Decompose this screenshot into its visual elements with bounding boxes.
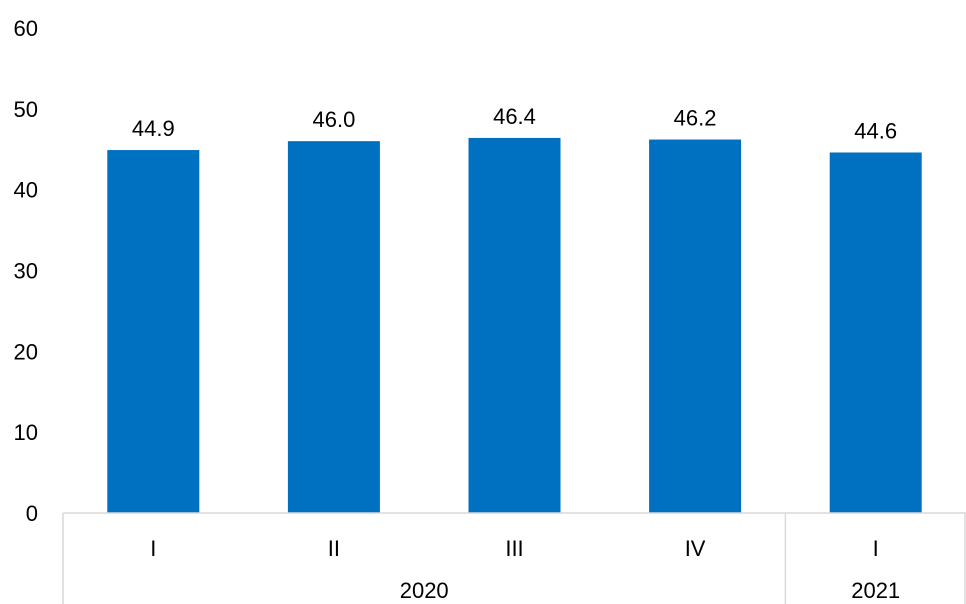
x-tick-label: I xyxy=(873,536,879,561)
bar xyxy=(649,139,742,514)
data-labels: 44.9 46.0 46.4 46.2 44.6 xyxy=(132,104,897,144)
data-label: 44.9 xyxy=(132,116,175,141)
x-tick-label: IV xyxy=(685,536,706,561)
x-group-label: 2021 xyxy=(851,578,900,603)
bar xyxy=(829,152,922,513)
data-label: 46.4 xyxy=(493,104,536,129)
y-tick-label: 40 xyxy=(14,178,38,203)
y-tick-label: 30 xyxy=(14,259,38,284)
bar xyxy=(287,141,380,513)
x-tick-label: II xyxy=(328,536,340,561)
bar-series xyxy=(107,137,922,514)
bar xyxy=(468,137,561,513)
x-tick-label: III xyxy=(505,536,523,561)
y-axis: 0 10 20 30 40 50 60 xyxy=(14,16,38,526)
y-tick-label: 10 xyxy=(14,420,38,445)
x-tick-label: I xyxy=(150,536,156,561)
data-label: 46.0 xyxy=(312,107,355,132)
y-tick-label: 60 xyxy=(14,16,38,41)
x-group-label: 2020 xyxy=(400,578,449,603)
y-tick-label: 50 xyxy=(14,97,38,122)
data-label: 46.2 xyxy=(674,106,717,131)
y-tick-label: 0 xyxy=(26,501,38,526)
data-label: 44.6 xyxy=(854,118,897,143)
bar xyxy=(107,150,200,513)
y-tick-label: 20 xyxy=(14,339,38,364)
